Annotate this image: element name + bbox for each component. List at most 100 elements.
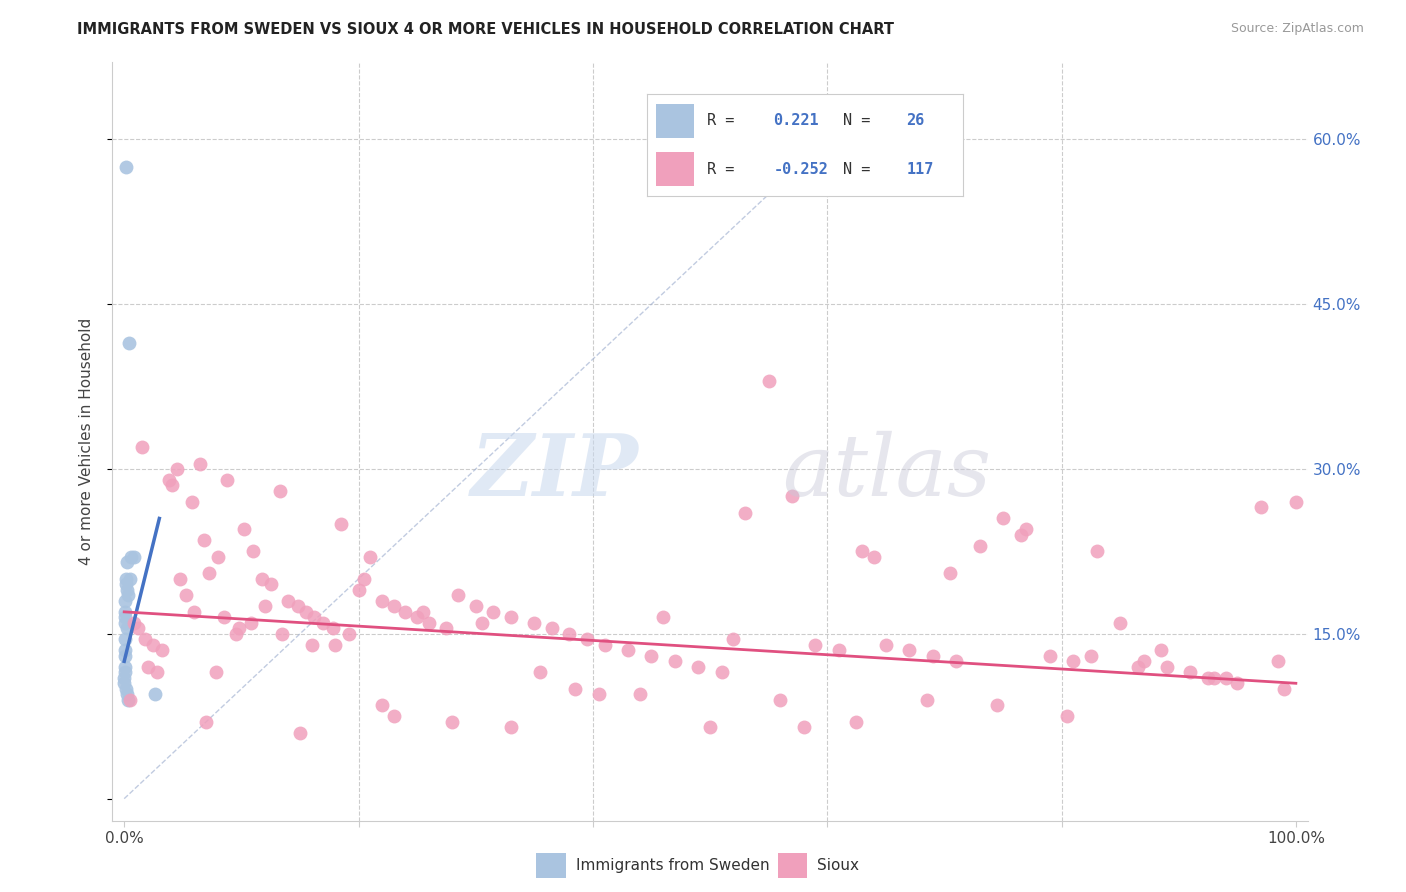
Point [288,725,311,739]
Point [242,544,264,558]
Point [322,621,344,635]
Point [371,698,394,713]
Point [114,632,136,647]
Point [271,627,294,641]
Point [1150,643,1173,657]
Point [232,523,254,537]
Point [114,643,136,657]
Point [921,648,943,663]
Point [576,632,599,647]
Point [828,643,851,657]
Point [117,692,139,706]
Text: -0.252: -0.252 [773,161,828,177]
Y-axis label: 4 or more Vehicles in Household: 4 or more Vehicles in Household [79,318,94,566]
Point [323,638,346,652]
Point [142,638,165,652]
Point [122,615,145,630]
Point [114,660,136,674]
Point [441,714,464,729]
Point [541,621,564,635]
Point [207,549,229,564]
Point [217,473,239,487]
Point [1062,654,1084,668]
Point [588,687,610,701]
Point [898,643,921,657]
Point [499,720,522,734]
Point [758,374,780,388]
Point [127,621,149,635]
Point [1015,523,1038,537]
Point [969,539,991,553]
Point [1132,654,1154,668]
Point [197,566,219,581]
Point [412,605,434,619]
Point [115,556,138,570]
Point [1250,500,1272,515]
Text: 117: 117 [907,161,934,177]
Point [114,610,136,624]
Point [1156,660,1178,674]
Point [174,588,197,602]
Point [166,462,188,476]
Point [710,665,733,680]
Point [330,516,353,531]
Point [640,648,662,663]
Point [169,572,191,586]
Point [115,681,138,696]
Point [337,627,360,641]
Point [1109,615,1132,630]
Point [945,654,967,668]
Point [1197,671,1219,685]
Text: 0.221: 0.221 [773,113,818,128]
Point [114,671,135,685]
Point [915,692,938,706]
Point [558,627,581,641]
Point [260,577,283,591]
Point [617,643,640,657]
Point [295,605,318,619]
Text: R =: R = [707,113,744,128]
Point [652,610,675,624]
Point [1180,665,1202,680]
Point [529,665,551,680]
Point [114,615,136,630]
Point [723,632,745,647]
Point [114,605,136,619]
Point [188,457,212,471]
Bar [657,104,695,137]
Point [115,621,138,635]
Bar [657,153,695,186]
Point [1080,648,1102,663]
Point [851,544,873,558]
Text: N =: N = [844,161,879,177]
Point [162,478,183,492]
Point [183,605,205,619]
Point [1085,544,1108,558]
Text: R =: R = [707,161,744,177]
Point [269,483,291,498]
Point [688,660,710,674]
Point [120,549,142,564]
Point [150,643,173,657]
Point [734,506,756,520]
Point [769,692,792,706]
Point [628,687,651,701]
Point [253,599,276,614]
Point [991,511,1014,525]
Point [1272,681,1295,696]
Point [114,665,136,680]
Point [464,599,486,614]
Point [804,638,827,652]
Text: Sioux: Sioux [817,858,859,872]
Point [225,627,247,641]
Point [131,440,153,454]
Point [1039,648,1062,663]
Text: atlas: atlas [782,431,991,513]
Point [117,582,139,597]
Point [239,615,262,630]
Point [120,692,141,706]
Point [112,676,135,690]
Point [136,660,159,674]
Point [382,709,405,723]
Point [593,638,616,652]
